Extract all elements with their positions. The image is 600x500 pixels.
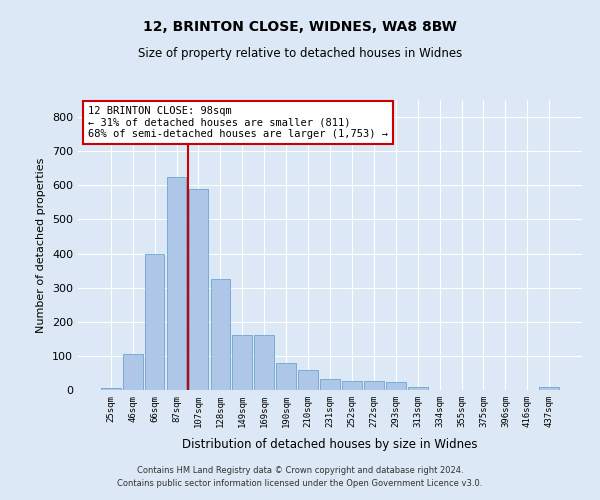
Bar <box>276 362 296 390</box>
Bar <box>101 388 121 390</box>
Bar <box>167 177 187 390</box>
Text: Contains HM Land Registry data © Crown copyright and database right 2024.
Contai: Contains HM Land Registry data © Crown c… <box>118 466 482 487</box>
Bar <box>188 188 208 390</box>
Text: Size of property relative to detached houses in Widnes: Size of property relative to detached ho… <box>138 48 462 60</box>
Bar <box>123 354 143 390</box>
Bar <box>408 386 428 390</box>
Bar <box>364 382 384 390</box>
Bar <box>145 254 164 390</box>
Bar <box>254 336 274 390</box>
Bar <box>320 379 340 390</box>
Bar <box>342 381 362 390</box>
Bar <box>539 386 559 390</box>
Text: 12 BRINTON CLOSE: 98sqm
← 31% of detached houses are smaller (811)
68% of semi-d: 12 BRINTON CLOSE: 98sqm ← 31% of detache… <box>88 106 388 139</box>
Bar <box>232 336 252 390</box>
Text: 12, BRINTON CLOSE, WIDNES, WA8 8BW: 12, BRINTON CLOSE, WIDNES, WA8 8BW <box>143 20 457 34</box>
Y-axis label: Number of detached properties: Number of detached properties <box>37 158 46 332</box>
X-axis label: Distribution of detached houses by size in Widnes: Distribution of detached houses by size … <box>182 438 478 451</box>
Bar <box>386 382 406 390</box>
Bar <box>298 370 318 390</box>
Bar <box>211 279 230 390</box>
